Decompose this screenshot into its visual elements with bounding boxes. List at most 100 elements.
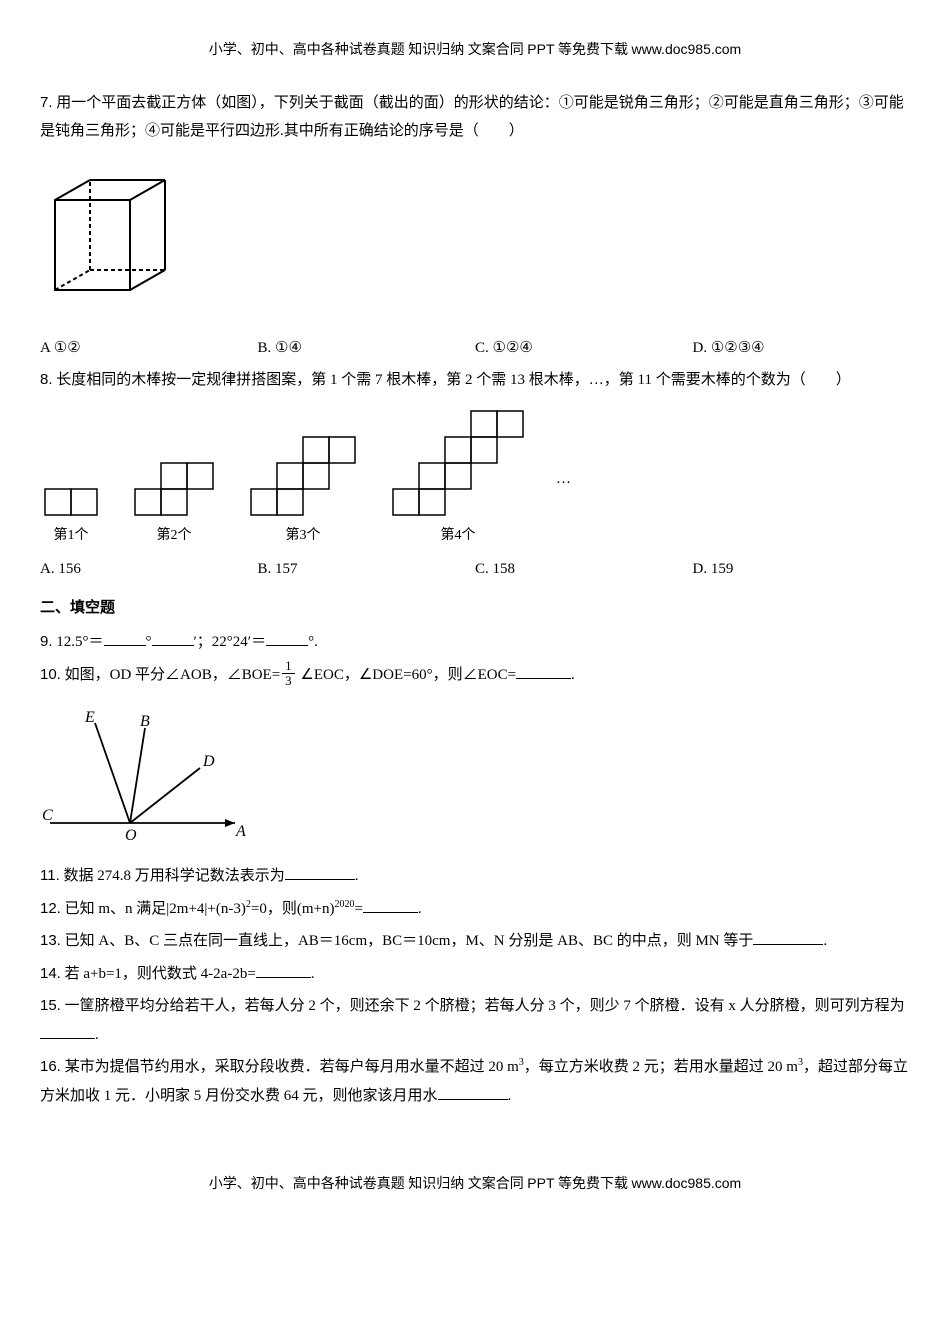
header-url: www.doc985.com (632, 41, 742, 57)
q13-number: 13. (40, 932, 61, 949)
blank (363, 897, 418, 913)
q13-a: 已知 A、B、C 三点在同一直线上，AB＝16cm，BC＝10cm，M、N 分别… (61, 933, 754, 949)
label-D: D (202, 753, 215, 770)
header-text: 小学、初中、高中各种试卷真题 知识归纳 文案合同 (209, 43, 528, 58)
footer-text: 小学、初中、高中各种试卷真题 知识归纳 文案合同 (209, 1177, 528, 1192)
q12-d: . (418, 901, 422, 917)
q8-fig-4: 第4个 (388, 409, 528, 550)
label-E: E (84, 709, 95, 726)
blank (285, 864, 355, 880)
q7-opt-a: A ①② (40, 334, 258, 363)
header-ppt: PPT (527, 41, 554, 57)
q12-c: = (354, 901, 362, 917)
q7-number: 7. (40, 94, 53, 111)
q7-opt-c: C. ①②④ (475, 334, 693, 363)
footer-ppt: PPT (527, 1175, 554, 1191)
fraction: 13 (282, 659, 295, 689)
q16-number: 16. (40, 1058, 61, 1075)
q14-b: . (311, 966, 315, 982)
page: 小学、初中、高中各种试卷真题 知识归纳 文案合同 PPT 等免费下载 www.d… (0, 0, 950, 1253)
q8-fig-1: 第1个 (40, 409, 102, 550)
q8-dots-text: … (556, 471, 571, 487)
q10-post: . (571, 667, 575, 683)
q9-d: °. (308, 634, 318, 650)
q8-number: 8. (40, 371, 53, 388)
question-16: 16. 某市为提倡节约用水，采取分段收费．若每户每月用水量不超过 20 m3，每… (40, 1053, 910, 1110)
q16-b: ，每立方米收费 2 元；若用水量超过 20 m (524, 1059, 798, 1075)
q8-opt-a: A. 156 (40, 555, 258, 584)
q7-opt-b: B. ①④ (258, 334, 476, 363)
q8-dots: … (556, 465, 571, 494)
cube-svg (40, 160, 180, 320)
question-11: 11. 数据 274.8 万用科学记数法表示为. (40, 862, 910, 891)
blank (152, 630, 194, 646)
q8-label-1: 第1个 (40, 523, 102, 550)
blank (438, 1084, 508, 1100)
q16-a: 某市为提倡节约用水，采取分段收费．若每户每月用水量不超过 20 m (61, 1059, 519, 1075)
q11-a: 数据 274.8 万用科学记数法表示为 (60, 868, 285, 884)
q8-opt-d: D. 159 (693, 555, 911, 584)
q8-opt-b: B. 157 (258, 555, 476, 584)
q7-text: 用一个平面去截正方体（如图），下列关于截面（截出的面）的形状的结论：①可能是锐角… (40, 95, 904, 140)
q8-label-3: 第3个 (246, 523, 360, 550)
question-7: 7. 用一个平面去截正方体（如图），下列关于截面（截出的面）的形状的结论：①可能… (40, 89, 910, 146)
question-15: 15. 一筐脐橙平均分给若干人，若每人分 2 个，则还余下 2 个脐橙；若每人分… (40, 992, 910, 1049)
label-B: B (140, 713, 150, 730)
q12-a: 已知 m、n 满足|2m+4|+(n-3) (61, 901, 246, 917)
label-O: O (125, 827, 137, 844)
q15-b: . (95, 1027, 99, 1043)
page-header: 小学、初中、高中各种试卷真题 知识归纳 文案合同 PPT 等免费下载 www.d… (40, 36, 910, 65)
blank (256, 962, 311, 978)
q9-number: 9. (40, 633, 53, 650)
question-8: 8. 长度相同的木棒按一定规律拼搭图案，第 1 个需 7 根木棒，第 2 个需 … (40, 366, 910, 395)
blank (753, 929, 823, 945)
q8-opt-c: C. 158 (475, 555, 693, 584)
q15-a: 一筐脐橙平均分给若干人，若每人分 2 个，则还余下 2 个脐橙；若每人分 3 个… (61, 998, 905, 1014)
blank (40, 1023, 95, 1039)
q8-label-4: 第4个 (388, 523, 528, 550)
q14-a: 若 a+b=1，则代数式 4-2a-2b= (61, 966, 256, 982)
blank (104, 630, 146, 646)
q12-sup2: 2020 (334, 899, 354, 910)
q14-number: 14. (40, 965, 61, 982)
frac-den: 3 (282, 674, 295, 688)
footer-url: www.doc985.com (632, 1175, 742, 1191)
q15-number: 15. (40, 997, 61, 1014)
q10-svg: E B D C A O (40, 708, 250, 848)
q12-number: 12. (40, 900, 61, 917)
page-footer: 小学、初中、高中各种试卷真题 知识归纳 文案合同 PPT 等免费下载 www.d… (40, 1170, 910, 1199)
blank (516, 663, 571, 679)
q11-number: 11. (40, 867, 60, 884)
label-A: A (235, 823, 246, 840)
q8-text: 长度相同的木棒按一定规律拼搭图案，第 1 个需 7 根木棒，第 2 个需 13 … (53, 372, 851, 388)
q10-figure: E B D C A O (40, 708, 910, 848)
q12-b: =0，则(m+n) (251, 901, 335, 917)
q10-pre: 如图，OD 平分∠AOB，∠BOE= (61, 667, 280, 683)
question-10: 10. 如图，OD 平分∠AOB，∠BOE=13 ∠EOC，∠DOE=60°，则… (40, 661, 910, 691)
q10-number: 10. (40, 666, 61, 683)
q9-a: 12.5°＝ (53, 634, 104, 650)
q8-fig-2: 第2个 (130, 409, 218, 550)
q16-d: . (508, 1088, 512, 1104)
section-2-title: 二、填空题 (40, 594, 910, 623)
q7-options: A ①② B. ①④ C. ①②④ D. ①②③④ (40, 334, 910, 363)
q13-b: . (823, 933, 827, 949)
blank (266, 630, 308, 646)
header-mid: 等免费下载 (555, 43, 632, 58)
q7-cube-figure (40, 160, 910, 320)
q9-c: ′；22°24′＝ (194, 634, 267, 650)
question-14: 14. 若 a+b=1，则代数式 4-2a-2b=. (40, 960, 910, 989)
frac-num: 1 (282, 659, 295, 674)
question-12: 12. 已知 m、n 满足|2m+4|+(n-3)2=0，则(m+n)2020=… (40, 895, 910, 924)
q11-b: . (355, 868, 359, 884)
q8-figures: 第1个 第2个 (40, 409, 910, 550)
q7-opt-d: D. ①②③④ (693, 334, 911, 363)
q8-options: A. 156 B. 157 C. 158 D. 159 (40, 555, 910, 584)
footer-mid: 等免费下载 (555, 1177, 632, 1192)
question-13: 13. 已知 A、B、C 三点在同一直线上，AB＝16cm，BC＝10cm，M、… (40, 927, 910, 956)
q10-mid: ∠EOC，∠DOE=60°，则∠EOC= (297, 667, 516, 683)
label-C: C (42, 807, 53, 824)
q8-fig-3: 第3个 (246, 409, 360, 550)
q8-label-2: 第2个 (130, 523, 218, 550)
question-9: 9. 12.5°＝°′；22°24′＝°. (40, 628, 910, 657)
